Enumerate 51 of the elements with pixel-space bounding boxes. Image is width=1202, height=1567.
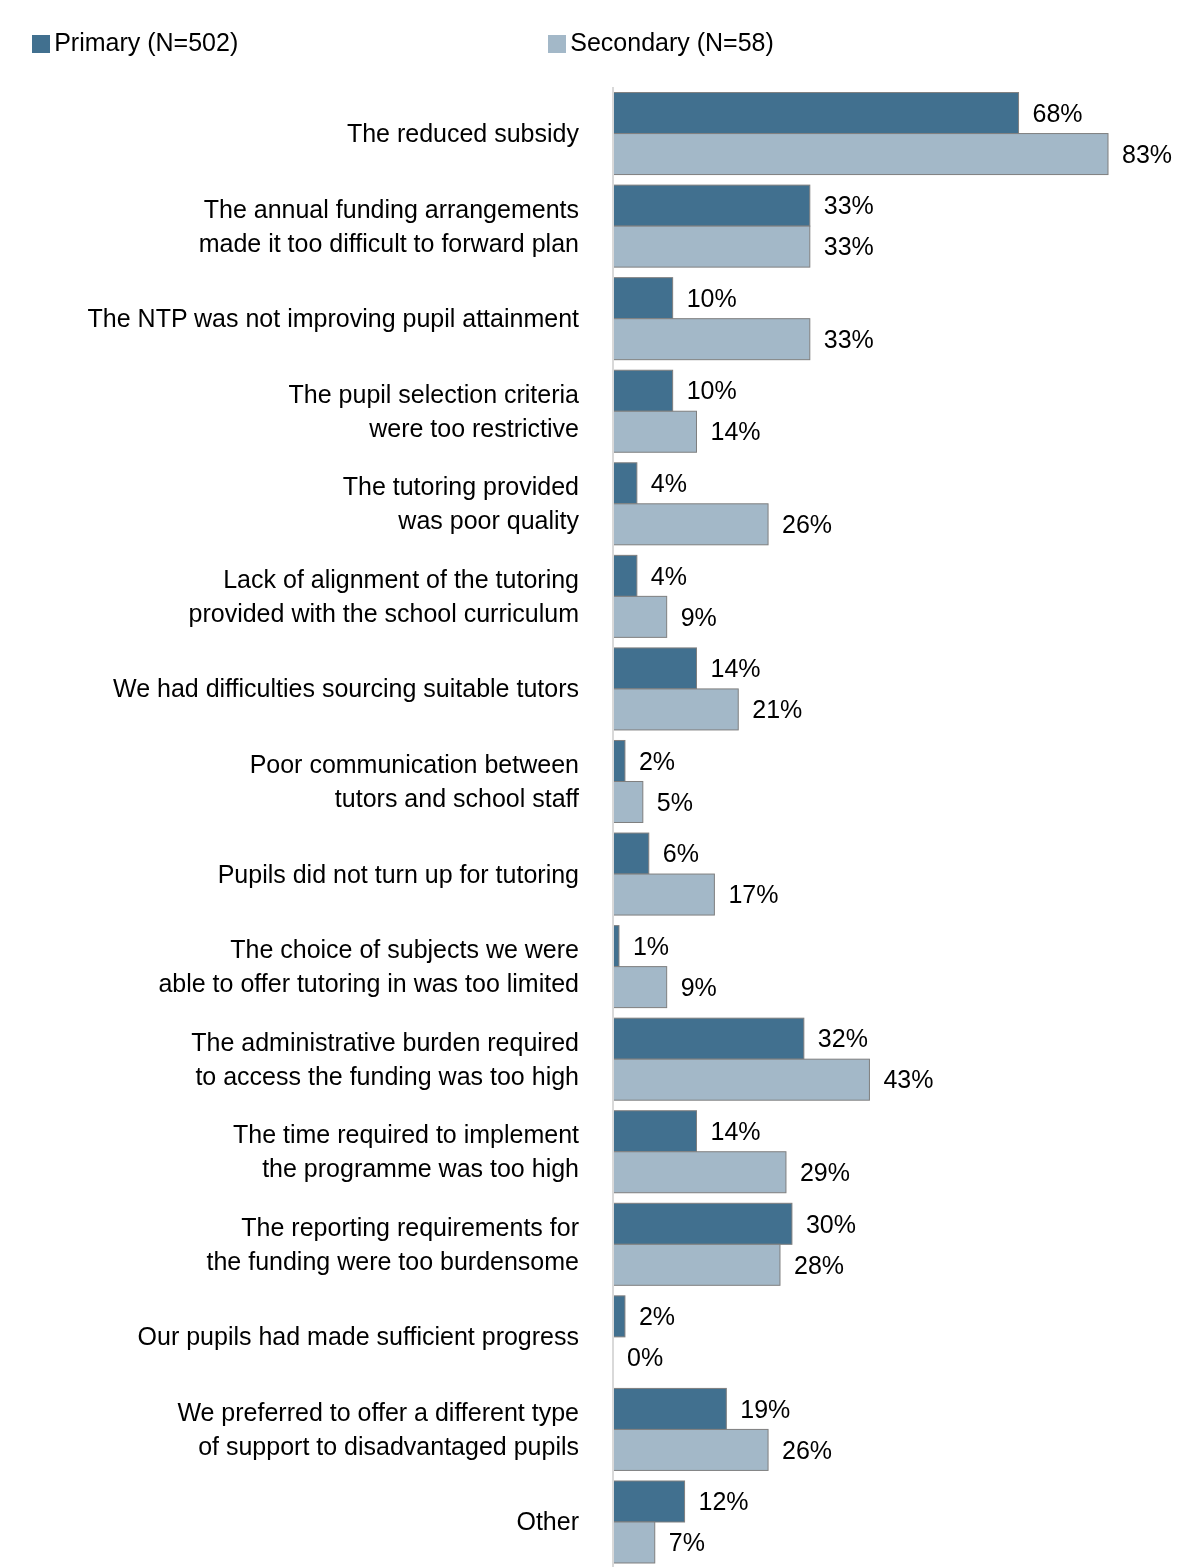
data-label: 33% bbox=[823, 232, 874, 261]
data-label: 7% bbox=[668, 1528, 705, 1557]
data-label: 6% bbox=[662, 839, 699, 868]
y-tick-label: Other bbox=[516, 1507, 579, 1536]
data-label: 28% bbox=[793, 1250, 845, 1279]
data-label: 2% bbox=[638, 746, 676, 775]
y-tick-label: Poor communication between tutors and school staff bbox=[249, 749, 580, 812]
data-label: 17% bbox=[728, 880, 779, 909]
y-tick-label: The reporting requirements for the funding were too burdensome bbox=[206, 1212, 579, 1275]
data-label: 32% bbox=[817, 1024, 868, 1053]
y-tick-label: The reduced subsidy bbox=[346, 119, 580, 148]
y-tick-label: Our pupils had made sufficient progress bbox=[137, 1322, 579, 1351]
data-label: 10% bbox=[686, 283, 737, 312]
y-tick-label: The NTP was not improving pupil attainment bbox=[87, 304, 580, 333]
y-tick-label: Lack of alignment of the tutoring provided with the school curriculum bbox=[188, 564, 579, 627]
data-label: 21% bbox=[752, 695, 803, 724]
y-tick-label: The choice of subjects we were able to offer tutoring in was too limited bbox=[158, 935, 579, 998]
bar bbox=[612, 1295, 626, 1338]
data-label: 26% bbox=[782, 1435, 833, 1464]
data-label: 12% bbox=[698, 1487, 749, 1516]
data-label: 0% bbox=[627, 1343, 664, 1372]
legend-label: Primary (N=502) bbox=[54, 28, 239, 56]
data-label: 10% bbox=[686, 376, 737, 405]
legend-label: Secondary (N=58) bbox=[570, 28, 774, 56]
y-tick-label: The pupil selection criteria were too restrictive bbox=[288, 379, 580, 442]
data-label: 43% bbox=[883, 1065, 934, 1094]
y-tick-label: We preferred to offer a different type of support to disadvantaged pupils bbox=[177, 1397, 579, 1460]
data-label: 14% bbox=[710, 1116, 761, 1145]
data-label: 26% bbox=[782, 510, 833, 539]
data-label: 68% bbox=[1032, 98, 1083, 127]
data-label: 14% bbox=[710, 417, 761, 446]
data-label: 2% bbox=[638, 1302, 676, 1331]
data-label: 14% bbox=[710, 654, 761, 683]
y-tick-label: The time required to implement the programme was too high bbox=[233, 1120, 580, 1183]
y-tick-label: The annual funding arrangements made it too difficult to forward plan bbox=[198, 194, 579, 257]
data-label: 4% bbox=[650, 469, 687, 498]
y-tick-label: Pupils did not turn up for tutoring bbox=[217, 859, 579, 888]
data-label: 5% bbox=[656, 787, 693, 816]
y-tick-label: The tutoring provided was poor quality bbox=[342, 472, 580, 535]
data-label: 33% bbox=[823, 191, 874, 220]
data-label: 83% bbox=[1122, 139, 1173, 168]
data-label: 9% bbox=[680, 972, 717, 1001]
data-label: 29% bbox=[799, 1157, 850, 1186]
data-label: 19% bbox=[740, 1394, 791, 1423]
y-tick-label: The administrative burden required to access the funding was too high bbox=[191, 1027, 579, 1090]
data-label: 4% bbox=[650, 561, 687, 590]
data-label: 1% bbox=[632, 931, 670, 960]
data-label: 33% bbox=[823, 324, 874, 353]
data-label: 30% bbox=[805, 1209, 856, 1238]
data-label: 9% bbox=[680, 602, 717, 631]
y-tick-label: We had difficulties sourcing suitable tutors bbox=[113, 674, 579, 703]
